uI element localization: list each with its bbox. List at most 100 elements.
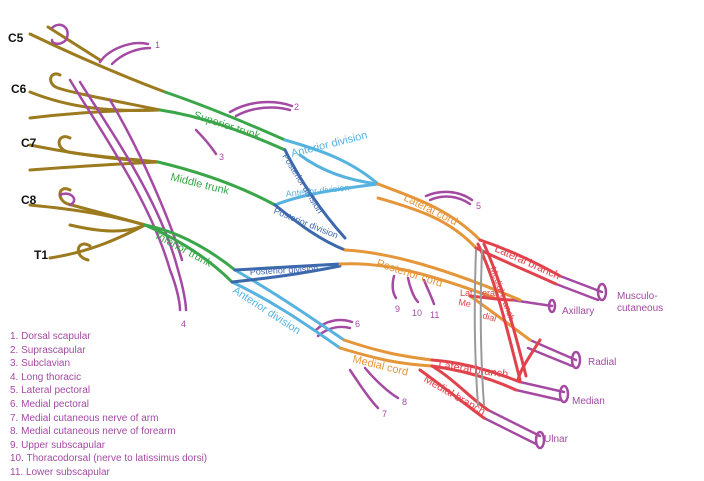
anterior-division-lower bbox=[230, 280, 342, 350]
legend-item: 1. Dorsal scapular bbox=[10, 331, 91, 342]
nerve-median bbox=[518, 380, 566, 394]
label-lateral-branch-upper: Lateral branch bbox=[493, 243, 562, 283]
num-label-3: 3 bbox=[219, 152, 224, 162]
medial-cord-b bbox=[342, 338, 434, 362]
posterior-cord-b bbox=[343, 248, 522, 302]
root-c5 bbox=[28, 32, 167, 94]
nerve-10-thoracodorsal bbox=[406, 276, 420, 304]
label-anterior-division-lower: Anterior division bbox=[230, 284, 302, 337]
nerve-7-cut-arm bbox=[348, 368, 380, 410]
root-t1-top bbox=[68, 223, 147, 233]
nerve-2-suprascapular-b bbox=[234, 106, 292, 118]
posterior-division-upper bbox=[283, 148, 347, 240]
num-label-4: 4 bbox=[181, 319, 186, 329]
legend-item: 11. Lower subscapular bbox=[10, 466, 110, 478]
num-label-8: 8 bbox=[402, 397, 407, 407]
label-posterior-division-lower: Posterior division bbox=[250, 263, 319, 277]
nerve-5-lateral-pectoral bbox=[424, 190, 474, 202]
nerve-9-upper-subscapular bbox=[391, 274, 398, 300]
legend-item: 9. Upper subscapular bbox=[10, 439, 106, 451]
nerve-5-lateral-pectoral-b bbox=[428, 195, 472, 206]
posterior-divisions bbox=[230, 148, 347, 284]
label-eral-fragment: eral bbox=[482, 288, 497, 298]
number-labels: 1 2 3 4 5 6 7 8 9 10 11 bbox=[155, 40, 481, 419]
nerve-4-long-thoracic-c bbox=[108, 98, 184, 262]
legend-item: 3. Subclavian bbox=[10, 358, 71, 370]
root-c8-curl bbox=[58, 187, 147, 227]
nerve-3-subclavian bbox=[194, 128, 218, 156]
nerve-end-axillary bbox=[547, 298, 557, 314]
nerve-4-long-thoracic-a bbox=[68, 78, 182, 312]
lateral-cord bbox=[376, 182, 482, 242]
nerve-end-radial bbox=[570, 350, 582, 370]
root-t1-curl bbox=[76, 242, 92, 262]
nerve-end-median bbox=[558, 384, 570, 404]
lateral-branch-lower-b bbox=[430, 364, 518, 392]
nerve-musculocutaneous-b bbox=[554, 282, 600, 302]
root-label-c5: C5 bbox=[8, 31, 24, 45]
root-c6-lower bbox=[28, 108, 162, 120]
root-label-c6: C6 bbox=[11, 82, 27, 96]
nerve-median-b bbox=[514, 388, 562, 402]
root-c6-curl bbox=[49, 72, 162, 112]
label-me-fragment: Me bbox=[458, 297, 472, 309]
nerve-radial-b bbox=[526, 346, 574, 368]
medial-branch-upper bbox=[476, 242, 522, 382]
nerve-11-lower-subscapular bbox=[422, 278, 436, 306]
legend-item: 5. Lateral pectoral bbox=[10, 385, 91, 397]
legend: 1. Dorsal scapular 2. Suprascapular 3. S… bbox=[10, 330, 207, 480]
trunk-superior-b bbox=[158, 108, 287, 152]
nerve-1-dorsal-scapular bbox=[98, 41, 150, 64]
legend-item: 4. Long thoracic bbox=[10, 371, 82, 383]
trunk-inferior-b bbox=[143, 223, 237, 272]
num-label-10: 10 bbox=[412, 308, 422, 318]
anterior-division-upper-b bbox=[298, 153, 380, 186]
legend-item: 7. Medial cutaneous nerve of arm bbox=[10, 412, 159, 424]
lateral-cord-b bbox=[376, 196, 478, 250]
trunk-middle bbox=[156, 160, 277, 207]
nerve-4-long-thoracic-b bbox=[78, 80, 188, 312]
nerve-ulnar-b bbox=[482, 416, 538, 446]
root-label-c7: C7 bbox=[21, 136, 37, 150]
label-median: Median bbox=[572, 396, 605, 407]
posterior-division-middle bbox=[273, 203, 347, 252]
label-posterior-division-upper: Posterior division bbox=[280, 152, 325, 215]
nerve-end-ulnar bbox=[534, 430, 546, 450]
label-middle-trunk: Middle trunk bbox=[169, 171, 231, 197]
num-label-11: 11 bbox=[430, 310, 439, 320]
trunks bbox=[143, 90, 287, 284]
num-label-2: 2 bbox=[294, 102, 299, 112]
legend-item: 8. Medial cutaneous nerve of forearm bbox=[10, 426, 176, 438]
nerve-ulnar bbox=[486, 408, 542, 438]
root-c5-upper bbox=[46, 25, 102, 62]
anterior-division-lower-b bbox=[233, 268, 346, 342]
root-c7-lower bbox=[28, 160, 160, 172]
lateral-branch-upper bbox=[478, 238, 562, 278]
nerve-axillary bbox=[510, 298, 554, 308]
anterior-divisions bbox=[230, 138, 380, 350]
label-medial-cord: Medial cord bbox=[351, 353, 409, 378]
num-label-1: 1 bbox=[155, 40, 160, 50]
axillary-artery bbox=[473, 249, 485, 406]
nerve-1-top bbox=[110, 46, 152, 66]
label-ulnar: Ulnar bbox=[544, 434, 569, 445]
nerve-end-musculocutaneous bbox=[596, 282, 608, 302]
roots bbox=[28, 25, 167, 262]
anterior-division-middle bbox=[273, 182, 380, 207]
legend-item: 6. Medial pectoral bbox=[10, 398, 89, 410]
trunk-inferior bbox=[143, 223, 234, 284]
num-label-7: 7 bbox=[382, 409, 387, 419]
legend-item: 10. Thoracodorsal (nerve to latissimus d… bbox=[10, 453, 208, 465]
posterior-division-lower bbox=[233, 262, 342, 272]
label-posterior-division-middle: Posterior division bbox=[272, 206, 339, 241]
legend-item: 2. Suprascapular bbox=[10, 344, 86, 356]
label-musculocutaneous-1: Musculo- bbox=[617, 291, 658, 302]
root-label-c8: C8 bbox=[21, 193, 37, 207]
root-labels: C5 C6 C7 C8 T1 bbox=[8, 31, 48, 262]
root-label-t1: T1 bbox=[34, 248, 48, 262]
nerve-c5-curl bbox=[50, 23, 69, 45]
medial-cord bbox=[338, 346, 434, 368]
nerve-long-thoracic-curl bbox=[58, 192, 76, 207]
